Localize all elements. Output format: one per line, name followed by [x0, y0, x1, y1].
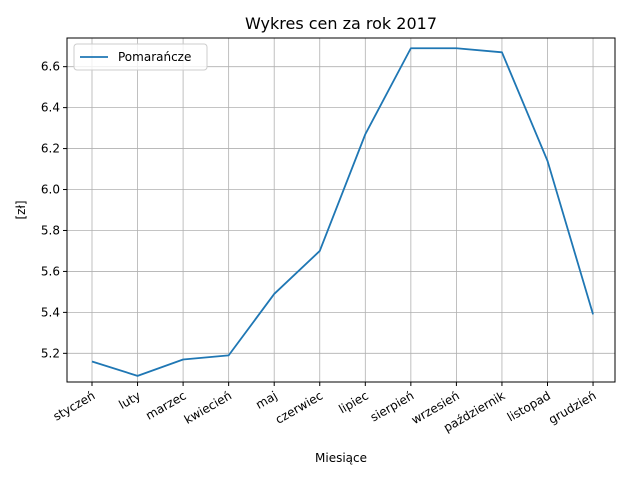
plot-frame	[66, 37, 616, 383]
x-tick-label: lipiec	[336, 388, 370, 416]
x-tick-label: luty	[116, 388, 143, 411]
series-line-0	[91, 47, 594, 377]
x-tick-label: czerwiec	[273, 388, 325, 426]
x-tick-label: marzec	[143, 388, 188, 422]
y-tick-label: 5.8	[41, 223, 60, 237]
x-tick-label: maj	[253, 388, 279, 411]
chart-title: Wykres cen za rok 2017	[245, 14, 437, 33]
y-tick-label: 6.2	[41, 142, 60, 156]
x-tick-label: kwiecień	[182, 388, 234, 426]
y-tick-label: 5.4	[41, 305, 60, 319]
y-tick-label: 6.0	[41, 183, 60, 197]
legend: Pomarańcze	[73, 43, 208, 71]
y-axis-ticks: 5.2 5.4 5.6 5.8 6.0 6.2 6.4 6.6	[41, 60, 67, 360]
x-tick-label: styczeń	[51, 388, 98, 423]
y-tick-label: 6.4	[41, 101, 60, 115]
x-tick-label: listopad	[505, 388, 553, 424]
y-tick-label: 5.6	[41, 264, 60, 278]
x-axis-label: Miesiące	[315, 451, 367, 465]
series-layer	[91, 47, 594, 377]
y-tick-label: 5.2	[41, 346, 60, 360]
legend-box	[73, 43, 208, 71]
x-tick-label: sierpień	[368, 388, 416, 424]
legend-label-pomarancze: Pomarańcze	[118, 50, 191, 64]
y-tick-label: 6.6	[41, 60, 60, 74]
x-tick-label: grudzień	[546, 388, 598, 426]
y-axis-label: [zł]	[14, 200, 28, 219]
grid-lines	[67, 38, 615, 382]
